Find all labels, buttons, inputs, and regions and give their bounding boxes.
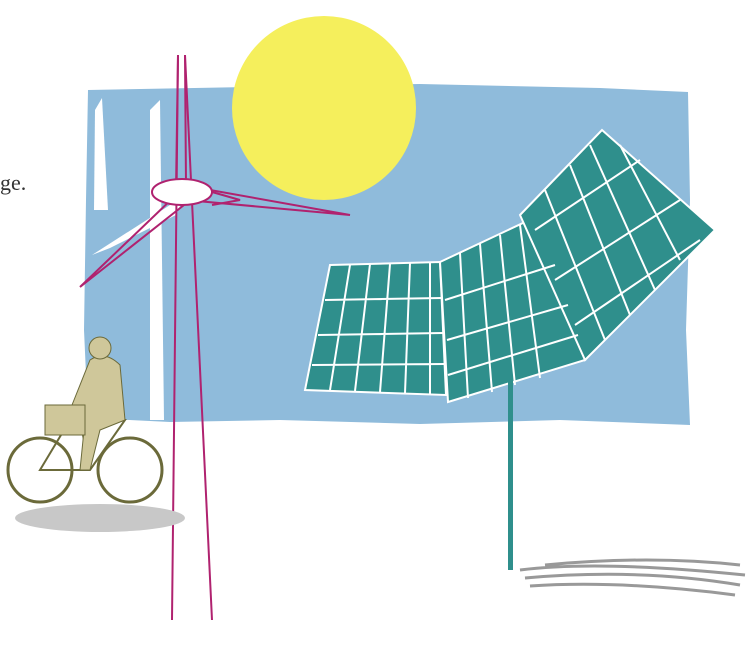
cyclist	[6, 336, 164, 504]
sky-streak	[94, 98, 108, 210]
ground-shadow	[519, 558, 746, 597]
sun	[232, 16, 416, 200]
cyclist-shadow	[15, 504, 185, 532]
text-fragment: ge.	[0, 170, 27, 195]
sky-streak	[150, 100, 164, 420]
wind-turbine	[79, 54, 351, 621]
panel-pole	[508, 380, 513, 570]
solar-panels	[303, 128, 717, 404]
